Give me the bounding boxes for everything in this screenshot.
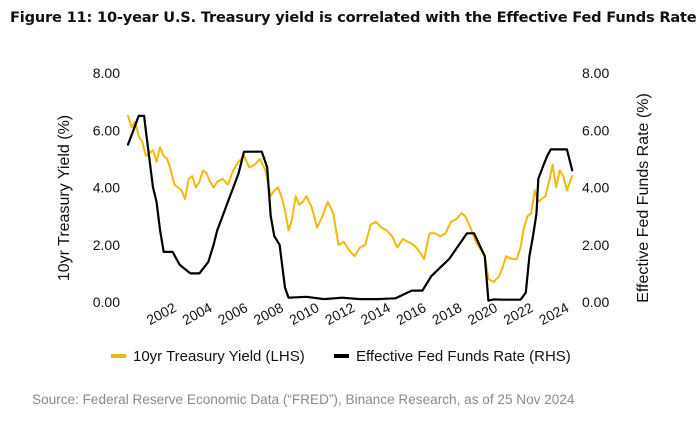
y-tick-label-right: 4.00: [582, 180, 609, 196]
y-axis-label: 10yr Treasury Yield (%): [56, 115, 73, 281]
right-axis-title: Effective Fed Funds Rate (%): [635, 93, 652, 303]
x-tick-label: 2004: [180, 299, 215, 328]
y-tick-label-right: 6.00: [582, 122, 609, 138]
x-tick-label: 2012: [322, 299, 357, 328]
x-tick-label: 2016: [394, 299, 429, 328]
legend: 10yr Treasury Yield (LHS) Effective Fed …: [111, 348, 571, 365]
y-tick-label-right: 2.00: [582, 237, 609, 253]
y-tick-label-left: 4.00: [93, 180, 120, 196]
x-tick-label: 2022: [501, 299, 536, 328]
x-tick-label: 2002: [144, 299, 179, 328]
y-tick-label-left: 0.00: [93, 294, 120, 310]
x-tick-label: 2018: [429, 299, 464, 328]
figure-title: Figure 11: 10-year U.S. Treasury yield i…: [10, 9, 697, 26]
line-chart: 10yr Treasury Yield (%) Effective Fed Fu…: [56, 65, 652, 365]
y-tick-label-right: 0.00: [582, 294, 609, 310]
series-line-fed-funds-rate: [126, 114, 574, 302]
series-line-treasury-yield: [127, 114, 574, 283]
x-tick-label: 2014: [358, 299, 393, 328]
y-tick-label-left: 2.00: [93, 237, 120, 253]
y-tick-label-left: 8.00: [93, 65, 120, 81]
y-tick-label-right: 8.00: [582, 65, 609, 81]
x-tick-label: 2006: [215, 299, 250, 328]
legend-label-fed-funds: Effective Fed Funds Rate (RHS): [356, 348, 571, 365]
y2-axis-label: Effective Fed Funds Rate (%): [635, 93, 652, 303]
left-axis-title: 10yr Treasury Yield (%): [56, 115, 73, 281]
source-note: Source: Federal Reserve Economic Data (“…: [32, 392, 575, 407]
y-tick-label-left: 6.00: [93, 122, 120, 138]
x-tick-label: 2010: [287, 299, 322, 328]
x-tick-label: 2008: [251, 299, 286, 328]
x-tick-label: 2024: [536, 299, 571, 328]
legend-label-treasury: 10yr Treasury Yield (LHS): [133, 348, 305, 365]
x-tick-label: 2020: [465, 299, 500, 328]
